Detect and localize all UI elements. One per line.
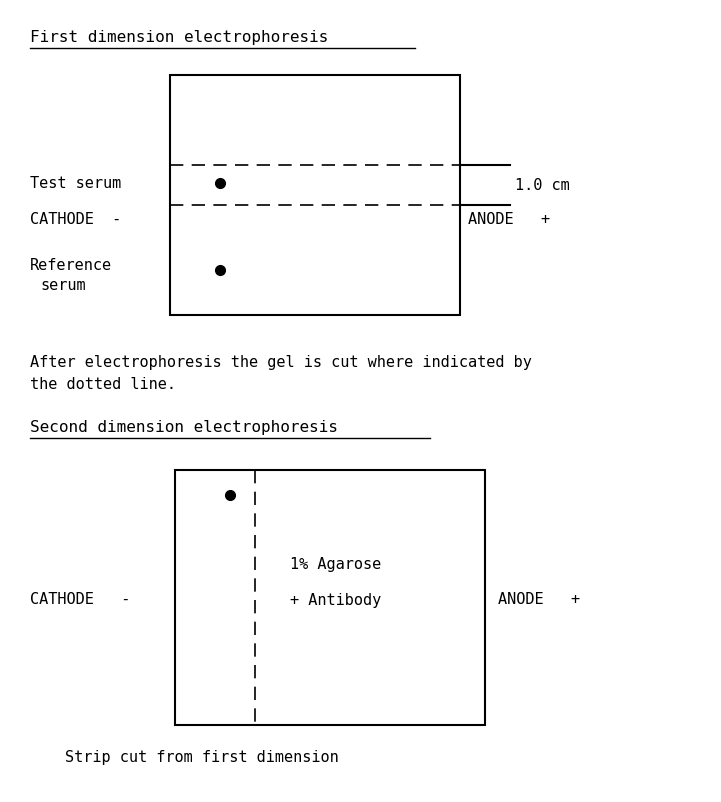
Text: First dimension electrophoresis: First dimension electrophoresis xyxy=(30,30,328,45)
Text: Reference: Reference xyxy=(30,257,112,273)
Text: serum: serum xyxy=(40,277,86,293)
Text: CATHODE  -: CATHODE - xyxy=(30,213,121,228)
Text: After electrophoresis the gel is cut where indicated by
the dotted line.: After electrophoresis the gel is cut whe… xyxy=(30,355,532,392)
Bar xyxy=(170,75,460,315)
Text: ANODE   +: ANODE + xyxy=(468,213,550,228)
Text: Second dimension electrophoresis: Second dimension electrophoresis xyxy=(30,420,338,435)
Bar xyxy=(175,470,485,725)
Text: CATHODE   -: CATHODE - xyxy=(30,593,131,607)
Text: + Antibody: + Antibody xyxy=(290,593,381,607)
Text: 1.0 cm: 1.0 cm xyxy=(515,177,570,192)
Text: 1% Agarose: 1% Agarose xyxy=(290,557,381,573)
Text: ANODE   +: ANODE + xyxy=(498,593,580,607)
Text: Test serum: Test serum xyxy=(30,176,121,191)
Text: Strip cut from first dimension: Strip cut from first dimension xyxy=(65,750,339,765)
